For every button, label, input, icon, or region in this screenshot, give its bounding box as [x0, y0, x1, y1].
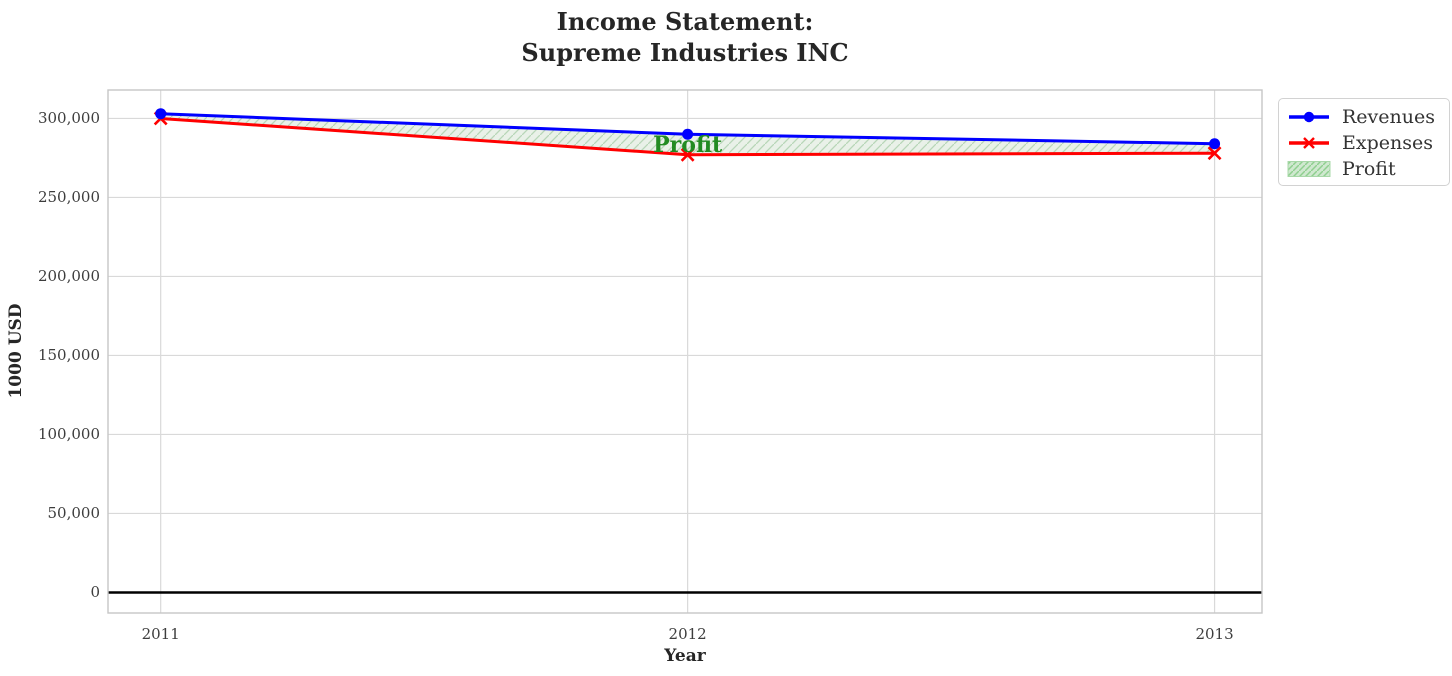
profit-swatch-icon: [1287, 161, 1331, 177]
expenses-line-sample-icon: [1289, 137, 1329, 149]
legend: Revenues Expenses Profit: [1278, 98, 1450, 186]
x-tick-label: 2012: [668, 625, 707, 643]
x-tick-label: 2011: [141, 625, 180, 643]
legend-item-expenses: Expenses: [1287, 130, 1449, 156]
y-tick-label: 300,000: [37, 109, 100, 128]
revenues-marker: [1209, 138, 1221, 150]
y-tick-label: 0: [90, 583, 100, 602]
profit-annotation: Profit: [653, 132, 723, 159]
expenses-marker: [680, 147, 695, 162]
legend-label-revenues: Revenues: [1342, 106, 1435, 128]
y-tick-label: 50,000: [47, 504, 101, 523]
legend-item-revenues: Revenues: [1287, 104, 1449, 130]
y-tick-label: 250,000: [37, 188, 100, 207]
y-tick-label: 100,000: [37, 425, 100, 444]
plot-border: [107, 89, 1263, 614]
expenses-marker: [1207, 146, 1222, 161]
legend-label-profit: Profit: [1342, 158, 1396, 180]
revenues-marker: [155, 108, 167, 120]
x-tick-label: 2013: [1195, 625, 1234, 643]
revenues-marker: [682, 128, 694, 140]
chart-title-line2: Supreme Industries INC: [521, 38, 849, 67]
legend-label-expenses: Expenses: [1342, 132, 1433, 154]
chart-title: Income Statement: Supreme Industries INC: [108, 6, 1262, 68]
revenues-line-sample-icon: [1289, 111, 1329, 123]
y-tick-label: 200,000: [37, 267, 100, 286]
profit-fill-area: [160, 113, 1215, 155]
y-tick-label: 150,000: [37, 346, 100, 365]
chart-title-line1: Income Statement:: [556, 7, 814, 36]
legend-item-profit: Profit: [1287, 156, 1449, 182]
x-axis-label: Year: [664, 646, 706, 666]
